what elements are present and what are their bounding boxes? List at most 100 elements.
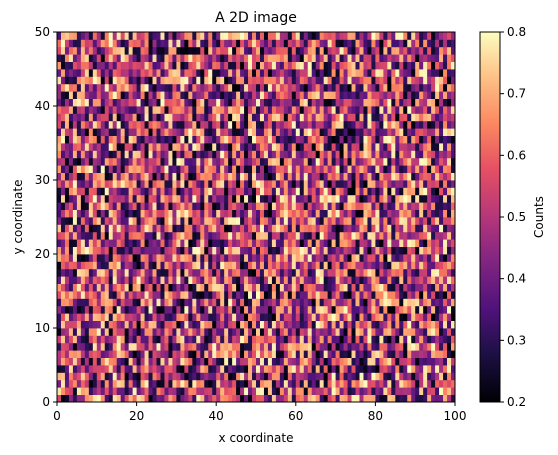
heatmap-cell [180,276,185,284]
heatmap-cell [335,46,340,55]
heatmap-cell [407,165,412,173]
heatmap-cell [136,372,141,381]
heatmap-cell [172,254,177,262]
heatmap-cell [136,120,141,129]
heatmap-cell [263,98,269,107]
heatmap-cell [160,69,165,77]
heatmap-cell [335,224,340,233]
heatmap-cell [331,187,336,196]
heatmap-cell [80,268,86,277]
heatmap-cell [236,61,241,70]
heatmap-cell [196,379,201,388]
heatmap-cell [72,187,78,196]
heatmap-cell [435,350,440,358]
heatmap-cell [447,335,452,344]
heatmap-cell [259,372,265,381]
heatmap-cell [263,157,269,166]
heatmap-cell [212,76,217,85]
heatmap-cell [112,157,118,166]
heatmap-cell [76,91,82,99]
heatmap-cell [248,150,253,159]
heatmap-cell [271,335,277,344]
heatmap-cell [343,335,348,344]
heatmap-cell [279,217,285,225]
heatmap-cell [431,313,436,321]
heatmap-cell [208,32,213,40]
heatmap-cell [259,313,265,321]
heatmap-cell [220,379,225,388]
heatmap-cell [295,209,301,218]
heatmap-cell [399,180,404,188]
heatmap-cell [311,135,317,144]
heatmap-cell [236,372,241,381]
heatmap-cell [291,320,297,329]
heatmap-cell [407,231,412,240]
heatmap-cell [439,313,444,321]
heatmap-cell [244,120,249,129]
heatmap-cell [164,180,169,188]
heatmap-cell [431,120,436,129]
heatmap-cell [148,113,153,122]
heatmap-cell [335,113,340,122]
heatmap-cell [228,254,233,262]
heatmap-cell [196,54,201,62]
heatmap-cell [279,350,285,358]
heatmap-cell [411,32,416,40]
heatmap-cell [57,76,62,85]
heatmap-cell [64,128,70,136]
heatmap-cell [331,91,336,99]
heatmap-cell [188,246,193,255]
heatmap-cell [64,305,70,314]
heatmap-cell [399,157,404,166]
heatmap-cell [104,350,110,358]
heatmap-cell [140,180,145,188]
heatmap-cell [84,150,90,159]
heatmap-cell [208,365,213,373]
heatmap-cell [168,69,173,77]
heatmap-cell [363,246,368,255]
heatmap-cell [295,54,301,62]
heatmap-cell [295,224,301,233]
heatmap-cell [259,150,265,159]
heatmap-cell [152,157,157,166]
heatmap-cell [68,335,74,344]
heatmap-cell [88,291,94,299]
heatmap-cell [180,106,185,114]
heatmap-cell [303,254,309,262]
heatmap-cell [307,69,313,77]
heatmap-cell [120,128,126,136]
heatmap-cell [96,328,102,336]
heatmap-cell [347,365,352,373]
heatmap-cell [144,328,149,336]
heatmap-cell [184,113,189,122]
heatmap-cell [327,283,333,292]
heatmap-cell [228,143,233,151]
heatmap-cell [375,113,380,122]
heatmap-cell [431,150,436,159]
heatmap-cell [140,83,145,92]
heatmap-cell [331,231,336,240]
heatmap-cell [351,254,356,262]
heatmap-cell [435,106,440,114]
heatmap-cell [303,113,309,122]
heatmap-cell [100,143,106,151]
heatmap-cell [423,150,428,159]
heatmap-cell [379,157,384,166]
heatmap-cell [347,335,352,344]
heatmap-cell [407,120,412,129]
heatmap-cell [200,365,205,373]
heatmap-cell [431,180,436,188]
heatmap-cell [355,98,360,107]
heatmap-cell [180,239,185,247]
heatmap-cell [371,120,376,129]
heatmap-cell [76,157,82,166]
heatmap-cell [200,217,205,225]
heatmap-cell [160,157,165,166]
heatmap-cell [367,120,372,129]
heatmap-cell [383,91,388,99]
heatmap-cell [128,350,134,358]
heatmap-cell [244,387,249,395]
heatmap-cell [60,135,66,144]
heatmap-cell [216,328,221,336]
heatmap-cell [291,106,297,114]
